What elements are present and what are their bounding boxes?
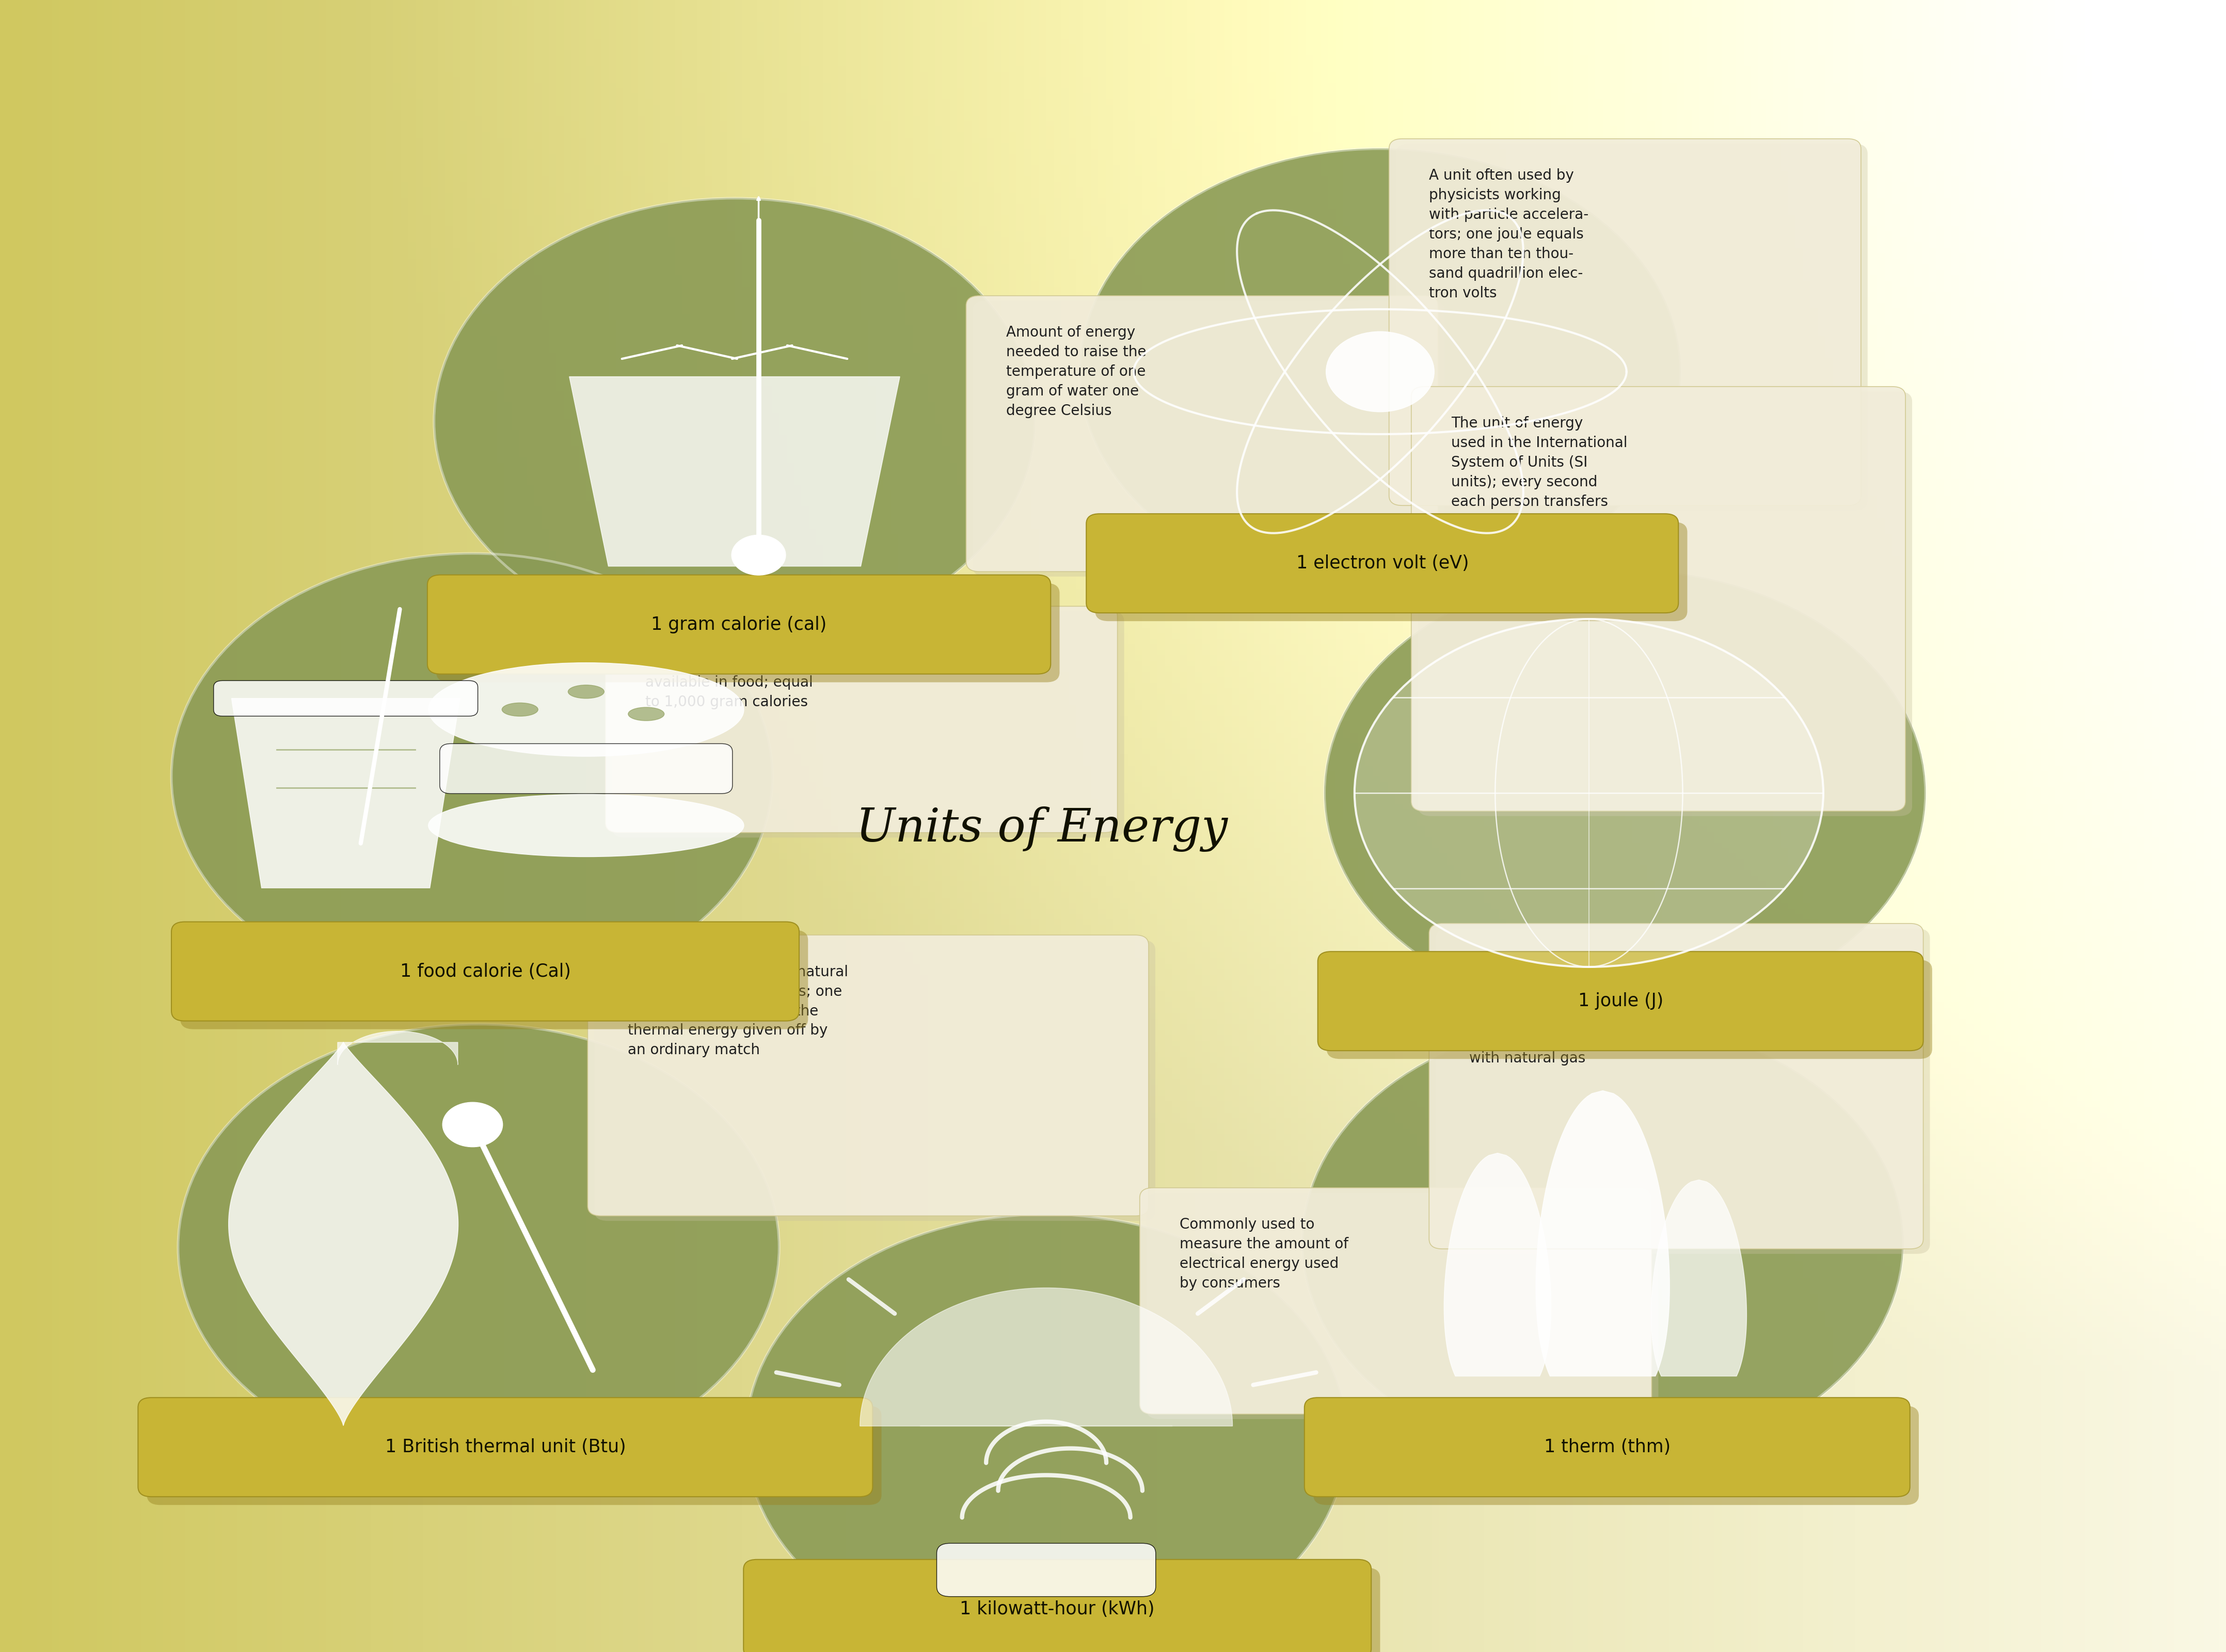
FancyBboxPatch shape (937, 1543, 1155, 1596)
FancyBboxPatch shape (743, 1559, 1371, 1652)
Text: 1 therm (thm): 1 therm (thm) (1545, 1439, 1670, 1455)
FancyBboxPatch shape (588, 935, 1149, 1216)
FancyBboxPatch shape (966, 296, 1438, 572)
Text: 1 gram calorie (cal): 1 gram calorie (cal) (652, 616, 826, 633)
Ellipse shape (427, 662, 743, 757)
Circle shape (443, 1102, 503, 1146)
FancyBboxPatch shape (1313, 1406, 1919, 1505)
FancyBboxPatch shape (1086, 514, 1678, 613)
Circle shape (732, 535, 786, 575)
Circle shape (1302, 1019, 1903, 1465)
Polygon shape (1536, 1090, 1670, 1376)
FancyBboxPatch shape (1318, 952, 1923, 1051)
FancyBboxPatch shape (1396, 144, 1868, 510)
Text: Commonly used to
measure the amount of
electrical energy used
by consumers: Commonly used to measure the amount of e… (1180, 1218, 1349, 1290)
Text: The unit of energy
used in the International
System of Units (SI
units); every s: The unit of energy used in the Internati… (1451, 416, 1627, 568)
Text: 1 joule (J): 1 joule (J) (1578, 993, 1663, 1009)
FancyBboxPatch shape (1436, 928, 1930, 1254)
Circle shape (434, 198, 1035, 644)
Ellipse shape (568, 686, 603, 699)
FancyBboxPatch shape (441, 743, 732, 793)
Text: 1 electron volt (eV): 1 electron volt (eV) (1296, 555, 1469, 572)
Circle shape (746, 1214, 1347, 1652)
Circle shape (1080, 149, 1681, 595)
FancyBboxPatch shape (1429, 923, 1923, 1249)
Ellipse shape (628, 707, 663, 720)
Polygon shape (232, 699, 461, 889)
Text: A unit often used by
physicists working
with particle accelera-
tors; one joule : A unit often used by physicists working … (1429, 169, 1589, 301)
Text: 1 food calorie (Cal): 1 food calorie (Cal) (401, 963, 570, 980)
FancyBboxPatch shape (1095, 522, 1687, 621)
Ellipse shape (501, 702, 539, 717)
Ellipse shape (427, 795, 743, 857)
Polygon shape (1445, 1153, 1552, 1376)
FancyBboxPatch shape (180, 930, 808, 1029)
Polygon shape (229, 1042, 459, 1426)
FancyBboxPatch shape (1389, 139, 1861, 506)
FancyBboxPatch shape (171, 922, 799, 1021)
FancyBboxPatch shape (1146, 1193, 1658, 1419)
FancyBboxPatch shape (612, 611, 1124, 838)
Text: Often used to measure natural
gas usage by consumers; one
Btu is roughly equal t: Often used to measure natural gas usage … (628, 965, 848, 1057)
FancyBboxPatch shape (1411, 387, 1905, 811)
Circle shape (178, 1024, 779, 1470)
Circle shape (1353, 620, 1823, 966)
Circle shape (1327, 332, 1434, 411)
Polygon shape (1652, 1180, 1747, 1376)
FancyBboxPatch shape (1418, 392, 1912, 816)
FancyBboxPatch shape (1140, 1188, 1652, 1414)
Text: Amount of energy
needed to raise the
temperature of one
gram of water one
degree: Amount of energy needed to raise the tem… (1006, 325, 1146, 418)
FancyBboxPatch shape (138, 1398, 873, 1497)
Text: 1 kilowatt-hour (kWh): 1 kilowatt-hour (kWh) (959, 1601, 1155, 1617)
Text: 1 British thermal unit (Btu): 1 British thermal unit (Btu) (385, 1439, 626, 1455)
FancyBboxPatch shape (1327, 960, 1932, 1059)
FancyBboxPatch shape (427, 575, 1051, 674)
Text: Commonly used
to measure energy
available in food; equal
to 1,000 gram calories: Commonly used to measure energy availabl… (646, 636, 812, 709)
FancyBboxPatch shape (594, 940, 1155, 1221)
Text: Units of Energy: Units of Energy (855, 806, 1229, 852)
FancyBboxPatch shape (436, 583, 1060, 682)
FancyBboxPatch shape (147, 1406, 881, 1505)
FancyBboxPatch shape (973, 301, 1445, 577)
FancyBboxPatch shape (214, 681, 479, 717)
FancyBboxPatch shape (752, 1568, 1380, 1652)
FancyBboxPatch shape (1304, 1398, 1910, 1497)
Polygon shape (859, 1289, 1233, 1426)
FancyBboxPatch shape (605, 606, 1117, 833)
Polygon shape (570, 377, 899, 567)
Circle shape (171, 553, 772, 999)
Text: Unit of heat energy
equal to 100,000 Btu;
amount of thermal
energy contained in
: Unit of heat energy equal to 100,000 Btu… (1469, 953, 1625, 1066)
Circle shape (1324, 570, 1925, 1016)
